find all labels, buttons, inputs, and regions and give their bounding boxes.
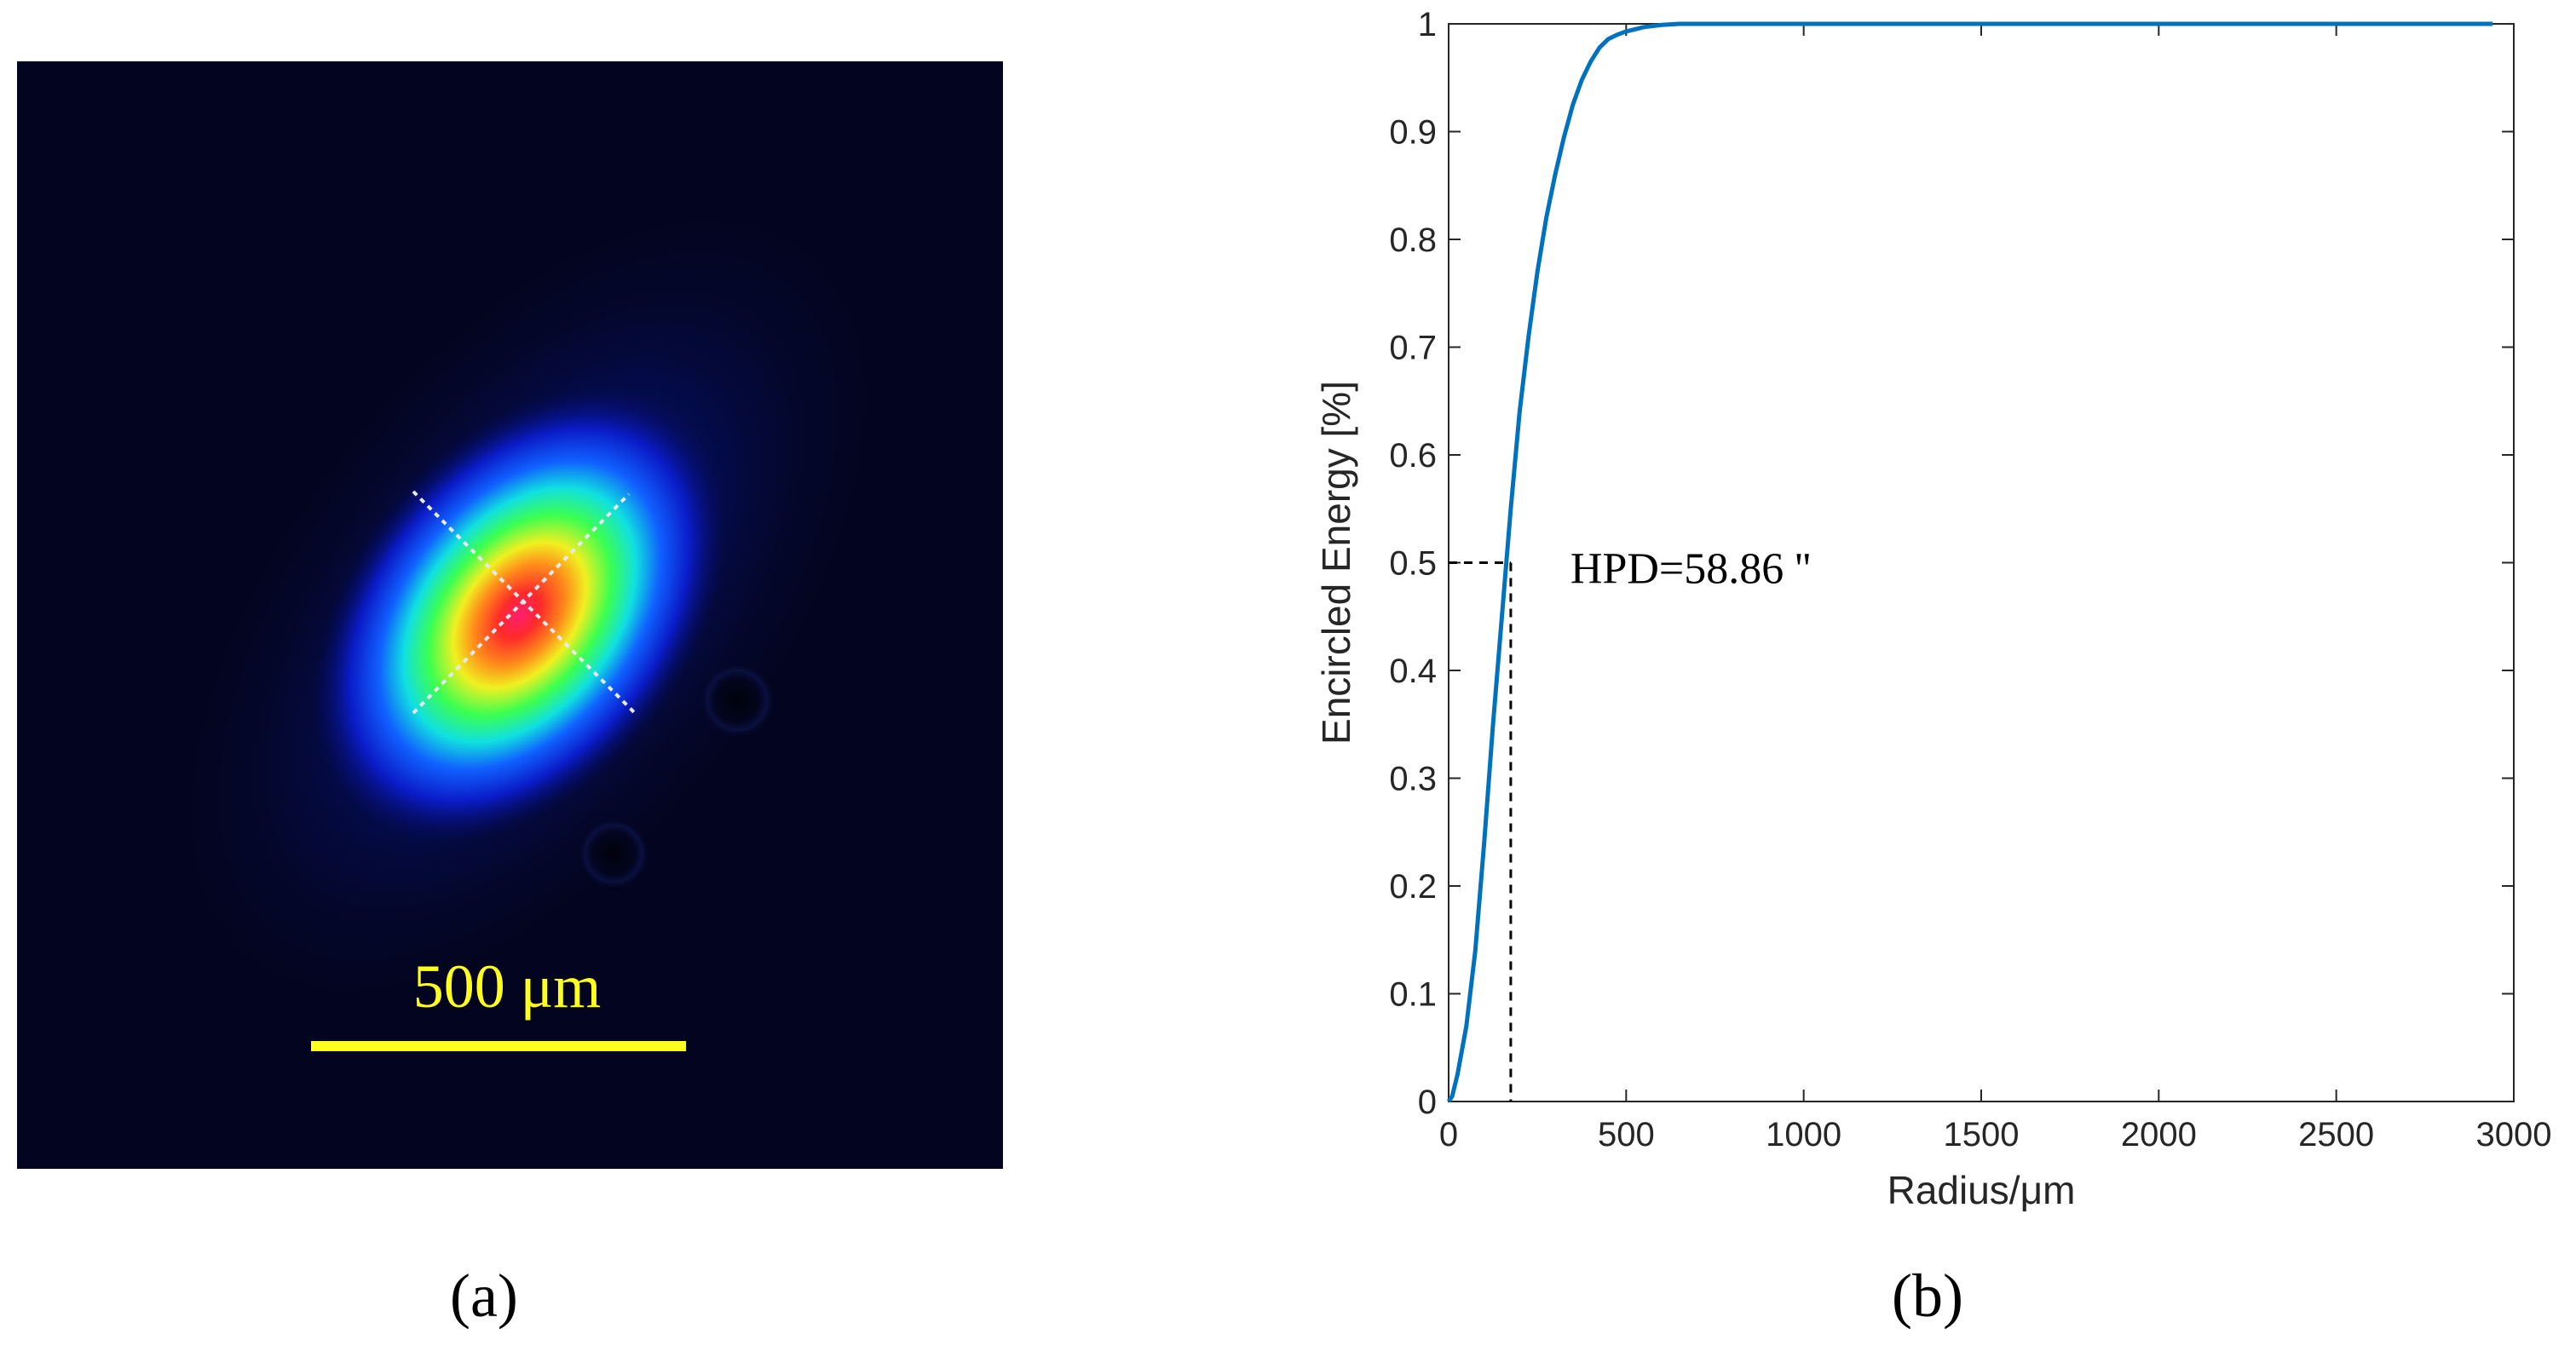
series	[1446, 21, 2492, 1103]
scale-bar-label: 500 μm	[413, 952, 602, 1021]
spot-image-panel: 500 μm	[17, 61, 1003, 1169]
spot-image: 500 μm	[17, 61, 1003, 1169]
y-tick-label: 1	[1418, 6, 1437, 43]
y-tick-label: 0.1	[1389, 976, 1437, 1014]
x-tick-label: 1000	[1766, 1116, 1841, 1153]
y-axis-label: Encircled Energy [%]	[1314, 381, 1358, 745]
y-tick-label: 0.5	[1389, 545, 1437, 583]
series-line-0	[1446, 21, 2492, 1103]
x-tick-label: 2500	[2298, 1116, 2374, 1153]
annotation: HPD=58.86 ''	[1449, 545, 1811, 1102]
y-tick-label: 0.3	[1389, 761, 1437, 798]
dust-spot-2	[578, 818, 649, 889]
encircled-energy-chart: 0 500 1000 1500 2000 2500 3000 0 0.1 0.2 0.3 0.4 0.5…	[1295, 0, 2576, 1252]
y-tick-label: 0.9	[1389, 114, 1437, 152]
crosshair-line-2	[412, 492, 631, 715]
chart-svg: 0 500 1000 1500 2000 2500 3000 0 0.1 0.2 0.3 0.4 0.5…	[1314, 6, 2551, 1212]
x-tick-label: 1500	[1944, 1116, 2020, 1153]
dust-spot-1	[700, 663, 775, 738]
scale-bar	[311, 1041, 686, 1051]
x-tick-label: 500	[1598, 1116, 1655, 1153]
x-tick-label: 0	[1439, 1116, 1458, 1153]
y-tick-label: 0.6	[1389, 437, 1437, 475]
hpd-annotation: HPD=58.86 ''	[1570, 545, 1811, 594]
y-tick-label: 0.2	[1389, 868, 1437, 906]
caption-b: (b)	[1892, 1262, 1963, 1330]
y-tick-label: 0.4	[1389, 653, 1437, 690]
x-tick-label: 2000	[2121, 1116, 2197, 1153]
x-axis-label: Radius/μm	[1887, 1168, 2076, 1212]
x-tick-label: 3000	[2476, 1116, 2552, 1153]
y-tick-label: 0	[1418, 1084, 1437, 1121]
y-tick-label: 0.7	[1389, 330, 1437, 367]
ticks: 0 500 1000 1500 2000 2500 3000 0 0.1 0.2 0.3 0.4 0.5…	[1389, 6, 2551, 1153]
caption-a: (a)	[450, 1262, 518, 1330]
y-tick-label: 0.8	[1389, 221, 1437, 259]
